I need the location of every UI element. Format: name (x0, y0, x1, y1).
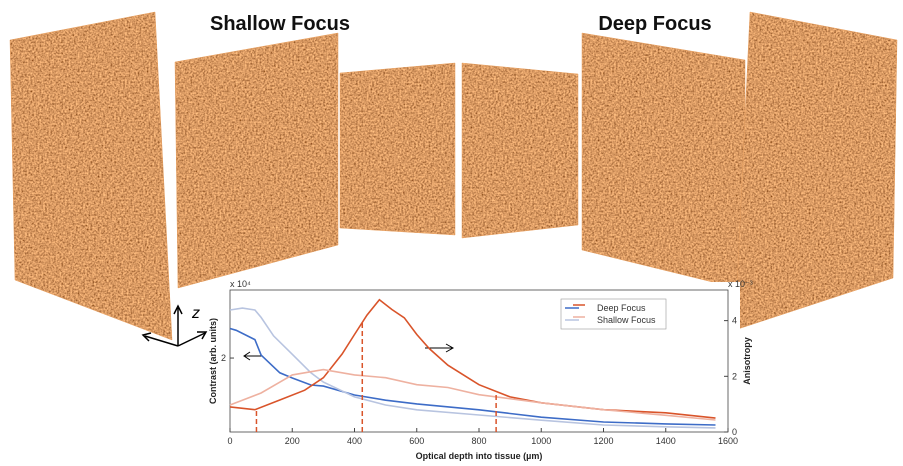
figure: Shallow Focus Deep Focus z 0 200 400 600 800… (0, 0, 903, 466)
legend-label: Shallow Focus (597, 315, 656, 325)
legend-label: Deep Focus (597, 303, 646, 313)
x-tick-label: 800 (471, 436, 486, 446)
x-tick-label: 600 (409, 436, 424, 446)
y2-tick-label: 0 (732, 427, 737, 437)
x-tick-label: 200 (285, 436, 300, 446)
x-tick-label: 1000 (531, 436, 551, 446)
y2-tick-label: 4 (732, 316, 737, 326)
panel-title: Deep Focus (598, 13, 711, 35)
y-multiplier: x 10⁴ (230, 279, 251, 289)
page: {"chart_data":{"type":"line", "titles":[… (0, 0, 903, 466)
y2-axis-label: Anisotropy (742, 337, 752, 385)
x-tick-label: 1200 (593, 436, 613, 446)
x-axis-label: Optical depth into tissue (µm) (416, 451, 543, 461)
x-tick-label: 0 (227, 436, 232, 446)
panel-title: Shallow Focus (210, 13, 350, 35)
y2-tick-label: 2 (732, 371, 737, 381)
axis-symbol: z (191, 305, 200, 322)
x-tick-label: 400 (347, 436, 362, 446)
x-tick-label: 1600 (718, 436, 738, 446)
y-tick-label: 2 (221, 353, 226, 363)
y-axis-label: Contrast (arb. units) (208, 318, 218, 404)
y2-multiplier: x 10⁻³ (728, 279, 753, 289)
x-tick-label: 1400 (656, 436, 676, 446)
